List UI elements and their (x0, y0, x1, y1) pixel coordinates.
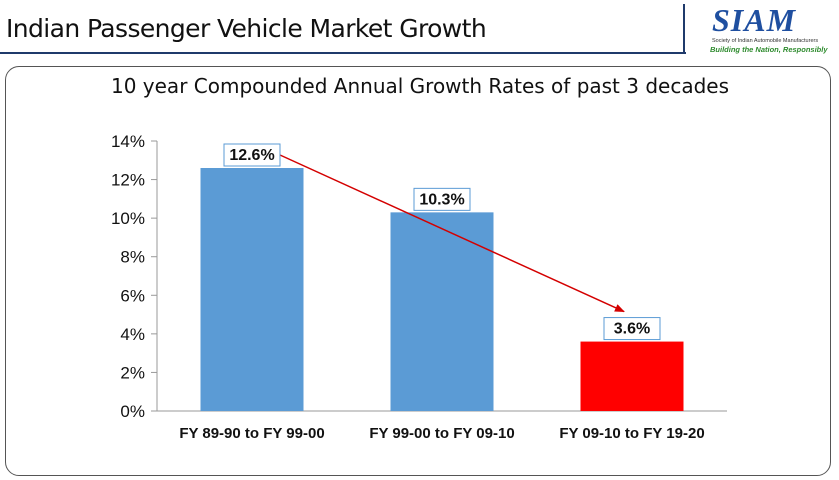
y-tick-label: 2% (120, 363, 145, 382)
x-axis-labels: FY 89-90 to FY 99-00 FY 99-00 to FY 09-10… (179, 425, 704, 442)
data-label-box (603, 317, 661, 341)
data-label: 10.3% (419, 191, 464, 208)
chart-title: 10 year Compounded Annual Growth Rates o… (111, 74, 729, 98)
y-tick-label: 4% (120, 325, 145, 344)
siam-logo: SIAM Society of Indian Automobile Manufa… (704, 2, 834, 54)
y-tick-label: 8% (120, 248, 145, 267)
x-tick-label: FY 89-90 to FY 99-00 (179, 425, 324, 442)
x-tick-label: FY 09-10 to FY 19-20 (559, 425, 704, 442)
logo-subtitle: Society of Indian Automobile Manufacture… (712, 38, 819, 44)
logo-tagline: Building the Nation, Responsibly (710, 45, 828, 54)
title-divider (0, 52, 686, 54)
data-label-box (223, 143, 281, 167)
y-tick-label: 10% (111, 209, 145, 228)
slide-title: Indian Passenger Vehicle Market Growth (6, 14, 487, 43)
y-tick-label: 12% (111, 171, 145, 190)
x-tick-label: FY 99-00 to FY 09-10 (369, 425, 514, 442)
y-tick-label: 14% (111, 132, 145, 151)
chart-frame (5, 66, 831, 476)
y-tick-label: 0% (120, 402, 145, 421)
bar (580, 341, 684, 411)
bars (200, 168, 684, 411)
data-label: 12.6% (229, 147, 274, 164)
trend-arrow (279, 154, 625, 313)
trend-arrow-layer (279, 154, 625, 313)
logo-wordmark: SIAM (712, 2, 797, 38)
data-label: 3.6% (614, 321, 650, 338)
bar (200, 168, 304, 411)
data-label-box (413, 187, 471, 211)
y-tick-label: 6% (120, 286, 145, 305)
data-labels: 12.6% 10.3% 3.6% (223, 143, 661, 341)
logo-divider (683, 4, 685, 54)
bar (390, 212, 494, 411)
